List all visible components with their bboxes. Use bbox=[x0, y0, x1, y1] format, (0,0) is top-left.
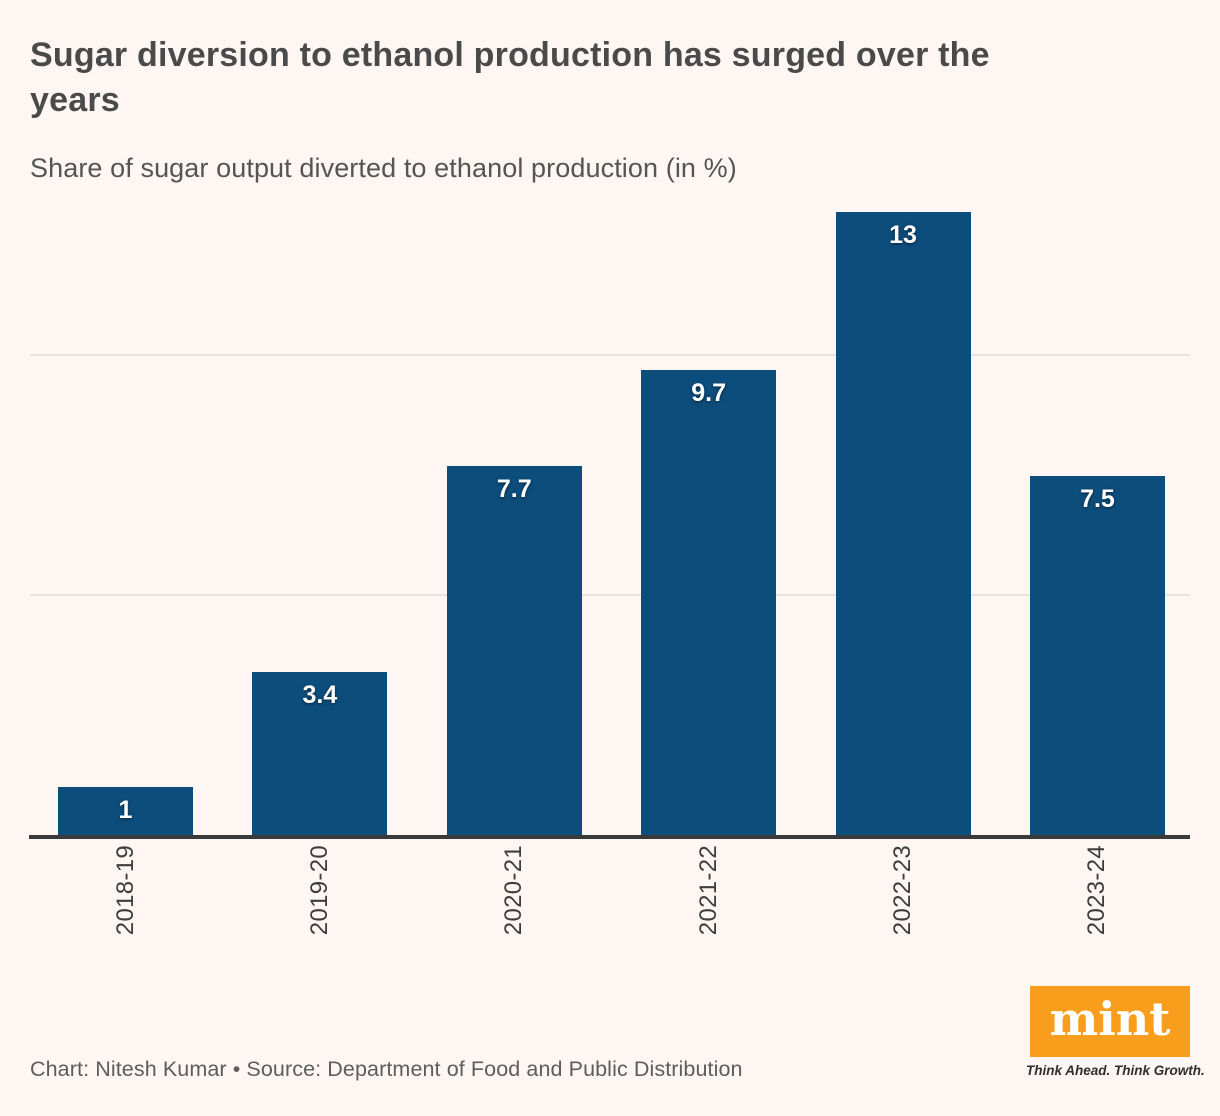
footer-credit: Chart: Nitesh Kumar • Source: Department… bbox=[30, 1057, 743, 1081]
chart-title: Sugar diversion to ethanol production ha… bbox=[30, 36, 990, 119]
x-axis-label-cell: 2021-22 bbox=[641, 845, 776, 950]
bar-value-label: 1 bbox=[118, 796, 133, 825]
x-axis-label: 2023-24 bbox=[1083, 845, 1111, 936]
x-axis-label-cell: 2019-20 bbox=[252, 845, 387, 950]
bar-value-label: 3.4 bbox=[302, 681, 338, 710]
gridline bbox=[30, 354, 1190, 357]
x-axis-label: 2020-21 bbox=[500, 845, 528, 936]
plot-area: 1 3.4 7.7 9.7 13 7.5 bbox=[30, 210, 1190, 835]
bar: 7.5 bbox=[1029, 475, 1165, 835]
mint-logo-text: mint bbox=[1049, 991, 1171, 1046]
x-axis-label: 2019-20 bbox=[305, 845, 333, 936]
x-axis-label-cell: 2022-23 bbox=[836, 845, 971, 950]
x-axis-label-cell: 2020-21 bbox=[447, 845, 582, 950]
x-axis-label: 2022-23 bbox=[889, 845, 917, 936]
chart-subtitle: Share of sugar output diverted to ethano… bbox=[30, 153, 737, 183]
bar-value-label: 9.7 bbox=[691, 379, 727, 408]
x-axis-labels: 2018-19 2019-20 2020-21 2021-22 2022-23 2023-… bbox=[30, 845, 1190, 950]
x-axis-label-cell: 2018-19 bbox=[58, 845, 193, 950]
bar: 9.7 bbox=[641, 370, 777, 835]
x-axis-line bbox=[29, 835, 1190, 839]
mint-logo: mint bbox=[1030, 986, 1190, 1057]
bar-value-label: 7.5 bbox=[1080, 484, 1115, 513]
x-axis-label: 2021-22 bbox=[694, 845, 722, 936]
x-axis-label: 2018-19 bbox=[111, 845, 139, 936]
x-axis-label-cell: 2023-24 bbox=[1030, 845, 1165, 950]
bar-value-label: 7.7 bbox=[496, 475, 532, 504]
bar: 3.4 bbox=[252, 672, 388, 835]
bar: 1 bbox=[58, 787, 193, 835]
bar: 7.7 bbox=[446, 466, 582, 835]
mint-logo-tagline: Think Ahead. Think Growth. bbox=[1026, 1063, 1205, 1078]
gridline bbox=[30, 593, 1190, 596]
bar: 13 bbox=[835, 212, 971, 835]
bar-value-label: 13 bbox=[889, 221, 917, 250]
